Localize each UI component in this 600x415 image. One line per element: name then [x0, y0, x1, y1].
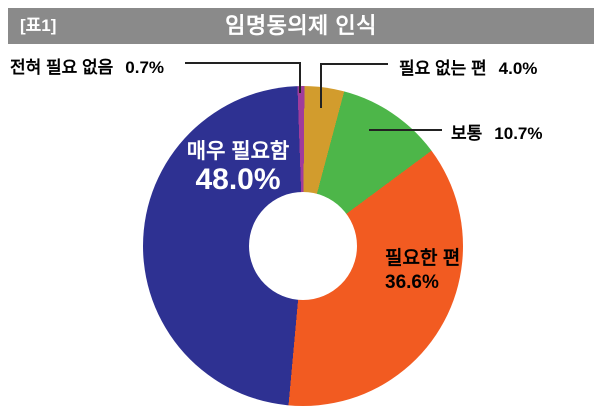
callout-text: 필요 없는 편: [399, 59, 487, 78]
callout-value: 10.7%: [494, 124, 543, 143]
leader-line-vertical-never-needed: [299, 62, 301, 93]
slice-label-very-needed: 매우 필요함 48.0%: [168, 140, 308, 196]
callout-label-rather-not-needed: 필요 없는 편 4.0%: [399, 54, 537, 79]
callout-text: 전혀 필요 없음: [10, 58, 114, 77]
leader-line-horizontal-neutral: [369, 129, 442, 131]
slice-label-value: 48.0%: [195, 163, 281, 196]
chart-title: 임명동의제 인식: [225, 13, 377, 38]
slice-label-text: 필요한 편: [385, 248, 461, 269]
slice-label-rather-needed: 필요한 편 36.6%: [385, 247, 460, 295]
leader-line-vertical-rather-not-needed: [320, 63, 322, 108]
callout-label-never-needed: 전혀 필요 없음 0.7%: [10, 53, 164, 78]
callout-label-neutral: 보통 10.7%: [451, 119, 542, 144]
donut-hole: [249, 192, 357, 300]
leader-line-horizontal-never-needed: [185, 62, 299, 64]
leader-line-horizontal-rather-not-needed: [320, 63, 388, 65]
callout-text: 보통: [451, 124, 483, 143]
slice-label-value: 36.6%: [385, 272, 439, 293]
callout-value: 4.0%: [498, 59, 538, 78]
table-tag: [표1]: [20, 16, 57, 35]
slice-label-text: 매우 필요함: [186, 140, 290, 163]
title-bar: [표1] 임명동의제 인식: [8, 8, 594, 44]
callout-value: 0.7%: [125, 58, 165, 77]
